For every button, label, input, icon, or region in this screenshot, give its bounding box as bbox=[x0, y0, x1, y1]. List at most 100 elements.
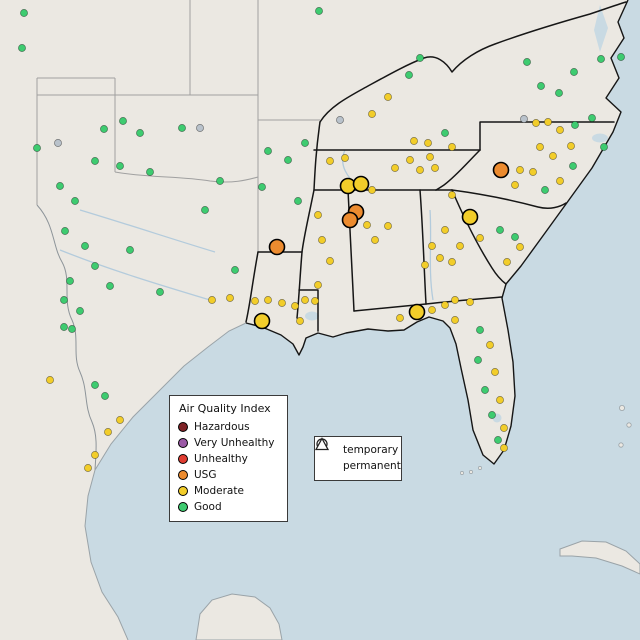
station-marker-moderate bbox=[511, 181, 519, 189]
shape-legend-label: temporary bbox=[343, 444, 399, 456]
station-marker-good bbox=[60, 296, 68, 304]
station-marker-moderate bbox=[556, 126, 564, 134]
station-marker-good bbox=[476, 326, 484, 334]
aqi-swatch-icon bbox=[178, 502, 188, 512]
coastline-texas-mexico bbox=[84, 322, 247, 640]
station-marker-moderate bbox=[314, 211, 322, 219]
station-marker-moderate bbox=[91, 451, 99, 459]
station-marker-moderate-large bbox=[408, 303, 426, 321]
station-marker-moderate bbox=[314, 281, 322, 289]
station-marker-moderate bbox=[428, 306, 436, 314]
station-marker-moderate bbox=[516, 166, 524, 174]
station-marker-missing bbox=[336, 116, 344, 124]
aqi-swatch-icon bbox=[178, 422, 188, 432]
station-marker-missing bbox=[196, 124, 204, 132]
marker-shape-legend: temporary permanent bbox=[314, 436, 402, 481]
aqi-legend-row: Hazardous bbox=[178, 419, 279, 435]
station-marker-good bbox=[481, 386, 489, 394]
bahamas-islands bbox=[618, 404, 632, 448]
lake-pontchartrain bbox=[305, 311, 319, 321]
station-marker-moderate bbox=[291, 302, 299, 310]
station-marker-moderate bbox=[326, 157, 334, 165]
aqi-legend: Air Quality Index Hazardous Very Unhealth… bbox=[169, 395, 288, 522]
station-marker-moderate bbox=[84, 464, 92, 472]
station-marker-moderate bbox=[424, 139, 432, 147]
station-marker-moderate bbox=[384, 222, 392, 230]
station-marker-moderate bbox=[567, 142, 575, 150]
station-marker-good bbox=[106, 282, 114, 290]
station-marker-moderate bbox=[466, 298, 474, 306]
station-marker-good bbox=[20, 9, 28, 17]
aqi-legend-label: USG bbox=[194, 469, 217, 481]
station-marker-good bbox=[91, 157, 99, 165]
station-marker-good bbox=[156, 288, 164, 296]
station-marker-moderate bbox=[384, 93, 392, 101]
station-marker-moderate bbox=[428, 242, 436, 250]
station-marker-moderate bbox=[476, 234, 484, 242]
station-marker-moderate-large bbox=[253, 312, 271, 330]
station-marker-good bbox=[588, 114, 596, 122]
station-marker-good bbox=[100, 125, 108, 133]
station-marker-moderate bbox=[532, 119, 540, 127]
station-marker-good bbox=[441, 129, 449, 137]
triangle-symbol-icon bbox=[315, 437, 337, 473]
station-marker-good bbox=[541, 186, 549, 194]
aqi-swatch-icon bbox=[178, 438, 188, 448]
station-marker-moderate bbox=[500, 424, 508, 432]
station-marker-moderate bbox=[503, 258, 511, 266]
aqi-legend-label: Very Unhealthy bbox=[194, 437, 275, 449]
lakes bbox=[305, 5, 608, 423]
station-marker-good bbox=[68, 325, 76, 333]
station-marker-moderate-large bbox=[461, 208, 479, 226]
station-marker-good bbox=[33, 144, 41, 152]
station-marker-moderate bbox=[529, 168, 537, 176]
station-marker-moderate bbox=[448, 143, 456, 151]
shape-legend-label: permanent bbox=[343, 460, 401, 472]
station-marker-moderate bbox=[441, 301, 449, 309]
aqi-swatch-icon bbox=[178, 454, 188, 464]
station-marker-usg-large bbox=[268, 238, 286, 256]
station-marker-good bbox=[258, 183, 266, 191]
aqi-legend-title: Air Quality Index bbox=[179, 402, 271, 415]
station-marker-moderate bbox=[371, 236, 379, 244]
station-marker-moderate bbox=[363, 221, 371, 229]
station-marker-moderate-large bbox=[352, 175, 370, 193]
station-marker-good bbox=[56, 182, 64, 190]
florida-keys bbox=[460, 466, 482, 475]
station-marker-moderate bbox=[556, 177, 564, 185]
station-marker-good bbox=[91, 262, 99, 270]
station-marker-good bbox=[61, 227, 69, 235]
aqi-legend-label: Hazardous bbox=[194, 421, 250, 433]
station-marker-good bbox=[571, 121, 579, 129]
station-marker-good bbox=[496, 226, 504, 234]
station-marker-good bbox=[523, 58, 531, 66]
coastline-southeast bbox=[245, 0, 629, 465]
station-marker-good bbox=[66, 277, 74, 285]
station-marker-moderate bbox=[264, 296, 272, 304]
station-marker-good bbox=[264, 147, 272, 155]
station-marker-good bbox=[416, 54, 424, 62]
station-marker-good bbox=[201, 206, 209, 214]
station-marker-good bbox=[301, 139, 309, 147]
marker-shape-legend-items: temporary permanent bbox=[315, 437, 401, 474]
aqi-legend-row: Unhealthy bbox=[178, 451, 279, 467]
station-marker-moderate bbox=[46, 376, 54, 384]
station-marker-missing bbox=[520, 115, 528, 123]
aqi-swatch-icon bbox=[178, 486, 188, 496]
chesapeake-bay bbox=[594, 5, 608, 52]
station-marker-moderate bbox=[431, 164, 439, 172]
station-marker-moderate bbox=[251, 297, 259, 305]
station-marker-moderate bbox=[486, 341, 494, 349]
station-marker-moderate bbox=[516, 243, 524, 251]
station-marker-moderate bbox=[116, 416, 124, 424]
station-marker-good bbox=[119, 117, 127, 125]
station-marker-good bbox=[570, 68, 578, 76]
station-marker-moderate bbox=[436, 254, 444, 262]
station-marker-moderate bbox=[208, 296, 216, 304]
aqi-legend-row: Good bbox=[178, 499, 279, 515]
station-points-layer bbox=[18, 7, 625, 472]
station-marker-moderate bbox=[318, 236, 326, 244]
station-marker-moderate bbox=[311, 297, 319, 305]
aqi-legend-label: Unhealthy bbox=[194, 453, 248, 465]
station-marker-good bbox=[101, 392, 109, 400]
